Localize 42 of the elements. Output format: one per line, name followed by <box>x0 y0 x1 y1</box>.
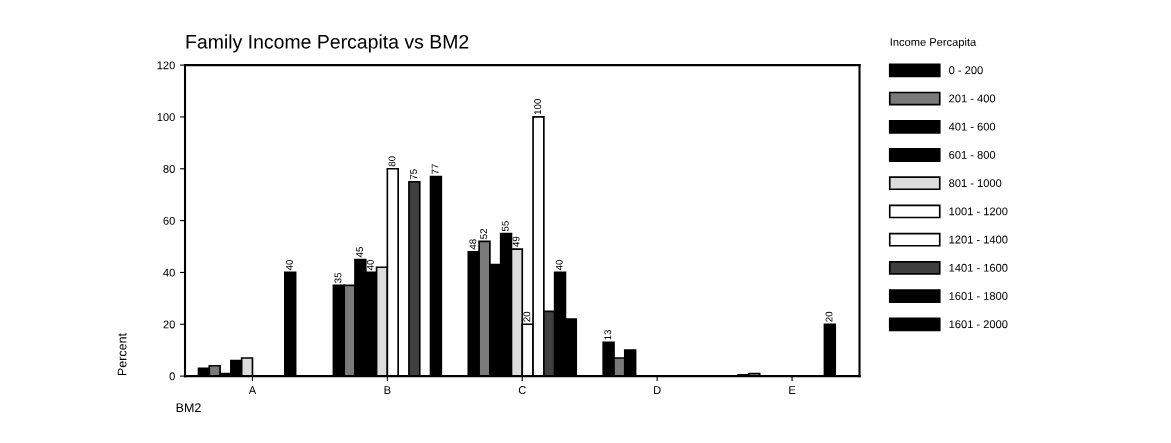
legend-label: 1201 - 1400 <box>949 235 1008 244</box>
y-tick-label: 0 <box>169 372 175 381</box>
y-axis-title: Percent <box>117 333 127 376</box>
legend-label: 201 - 400 <box>949 94 996 103</box>
x-tick-label: A <box>248 386 257 394</box>
y-tick-label: 40 <box>163 268 175 277</box>
data-label: 35 <box>334 272 342 283</box>
legend-label: 1401 - 1600 <box>949 263 1008 272</box>
legend-label: 1601 - 2000 <box>949 320 1008 329</box>
y-tick-label: 80 <box>163 165 175 173</box>
data-label: 52 <box>480 228 488 239</box>
legend-label: 1001 - 1200 <box>949 207 1008 216</box>
legend-title: Income Percapita <box>890 37 977 49</box>
legend-label: 401 - 600 <box>948 122 996 131</box>
data-label: 100 <box>534 99 542 115</box>
y-tick-label: 60 <box>163 216 175 225</box>
y-tick-label: 100 <box>157 113 175 122</box>
data-label: 80 <box>388 156 396 167</box>
data-label: 40 <box>285 259 293 271</box>
x-tick-label: E <box>789 386 796 394</box>
legend-label: 1601 - 1800 <box>949 292 1008 300</box>
legend-label: 0 - 200 <box>949 66 983 75</box>
data-label: 48 <box>469 239 477 250</box>
data-label: 45 <box>356 247 363 258</box>
data-label: 49 <box>512 236 520 247</box>
x-tick-label: B <box>384 386 391 394</box>
data-label: 40 <box>366 259 374 271</box>
x-axis-title: BM2 <box>176 403 201 412</box>
x-tick-label: C <box>518 386 526 394</box>
y-tick-label: 20 <box>163 320 175 329</box>
data-label: 13 <box>604 329 612 340</box>
legend-label: 801 - 1000 <box>949 179 1002 188</box>
x-tick-label: D <box>654 386 661 394</box>
data-label: 55 <box>501 221 509 232</box>
data-label: 20 <box>825 311 833 322</box>
data-label: 40 <box>555 259 563 271</box>
data-label: 75 <box>410 169 417 180</box>
data-label: 20 <box>523 311 531 322</box>
chart-title: Family Income Percapita vs BM2 <box>186 34 469 53</box>
y-tick-label: 120 <box>157 61 175 70</box>
data-label: 77 <box>431 164 439 174</box>
legend-label: 601 - 800 <box>949 150 996 159</box>
